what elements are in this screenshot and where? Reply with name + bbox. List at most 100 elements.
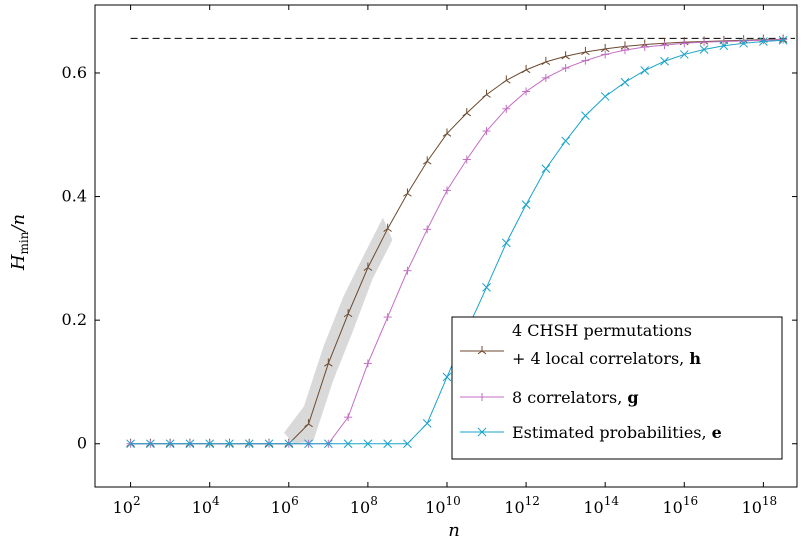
legend-swatch-marker [478,393,486,401]
legend-swatch-marker [477,427,487,437]
y-tick-label: 0.6 [62,63,87,82]
data-point [343,308,353,318]
legend-swatch-marker [477,346,487,355]
data-point [225,439,234,449]
data-point [502,75,511,84]
x-tick-label: 106 [271,494,299,517]
data-point [561,64,570,73]
x-axis-label: n [448,520,460,541]
y-tick-label: 0 [77,434,87,453]
data-point [522,87,531,96]
data-point [284,439,294,449]
tick-label-layer: 102 104 106 108 1010 1012 1014 1016 1018 0 0.2 0.4 0… [62,63,778,517]
data-point [719,41,729,51]
data-point [304,418,313,428]
data-point [442,372,452,382]
data-point [501,238,511,248]
data-point [620,41,630,50]
data-point [165,439,175,449]
data-point [343,439,353,449]
data-point [601,50,610,59]
legend: 4 CHSH permutations + 4 local correlators… [451,316,783,460]
data-point [403,266,412,275]
data-point [679,50,689,59]
data-point [561,136,570,146]
x-tick-label: 1018 [742,494,778,517]
data-point [482,283,491,292]
data-point [759,37,768,46]
data-point [304,439,313,449]
legend-label: + 4 local correlators, h [512,349,701,368]
x-tick-label: 1014 [583,494,619,517]
data-point [581,46,590,56]
y-tick-label: 0.4 [62,187,87,206]
data-point [383,439,393,449]
data-point [146,439,155,449]
data-point [759,36,768,45]
data-point [581,56,590,65]
data-point [323,439,333,449]
data-point [739,38,748,48]
data-point [363,262,373,271]
data-point [561,51,570,60]
data-point [660,41,669,50]
data-point [462,155,471,164]
data-point [403,188,412,197]
data-point [422,156,432,165]
legend-entry-g: 8 correlators, g [460,388,639,407]
data-point [244,439,254,449]
data-point [541,164,551,174]
x-tick-label: 1016 [662,494,698,517]
data-point [778,35,788,45]
x-tick-label: 1012 [504,494,540,517]
x-tick-label: 108 [350,494,378,517]
data-point [541,73,550,82]
data-point [442,186,451,195]
plot-frame [94,4,798,488]
data-point [620,77,630,87]
data-point [640,43,649,52]
legend-label: Estimated probabilities, e [512,423,722,442]
data-point [521,200,531,209]
data-point [185,439,195,449]
legend-entry-h: 4 CHSH permutations + 4 local correlators… [460,321,701,368]
x-tick-label: 104 [192,494,220,517]
data-point [462,108,472,117]
data-point [442,128,452,137]
data-point [264,439,274,449]
data-point [482,89,491,98]
data-point [324,358,333,367]
data-point [521,64,531,74]
data-point [205,439,215,449]
data-point [541,56,551,66]
x-tick-label: 102 [113,494,141,517]
data-point [403,439,412,449]
data-point [719,37,728,46]
y-axis-label: Hmin/n [8,214,31,271]
data-point [600,43,610,53]
data-point [581,111,590,120]
data-point [344,413,353,422]
data-point [640,66,650,75]
data-point [383,223,392,232]
data-point [660,56,669,66]
legend-label: 8 correlators, g [512,388,639,407]
data-point [502,104,511,113]
legend-entry-e: Estimated probabilities, e [460,423,722,442]
y-tick-label: 0.2 [62,310,87,329]
legend-label: 4 CHSH permutations [512,321,692,340]
data-point [423,225,432,234]
legend-box [451,316,783,460]
data-point [680,39,689,48]
data-point [700,38,709,47]
axes-layer [94,4,798,488]
data-point [383,313,392,322]
x-tick-label: 1010 [425,494,461,517]
data-point [363,359,372,368]
data-point [126,439,135,449]
data-point [482,127,491,136]
data-point [422,418,432,428]
data-point [363,439,373,449]
data-point [620,46,629,55]
